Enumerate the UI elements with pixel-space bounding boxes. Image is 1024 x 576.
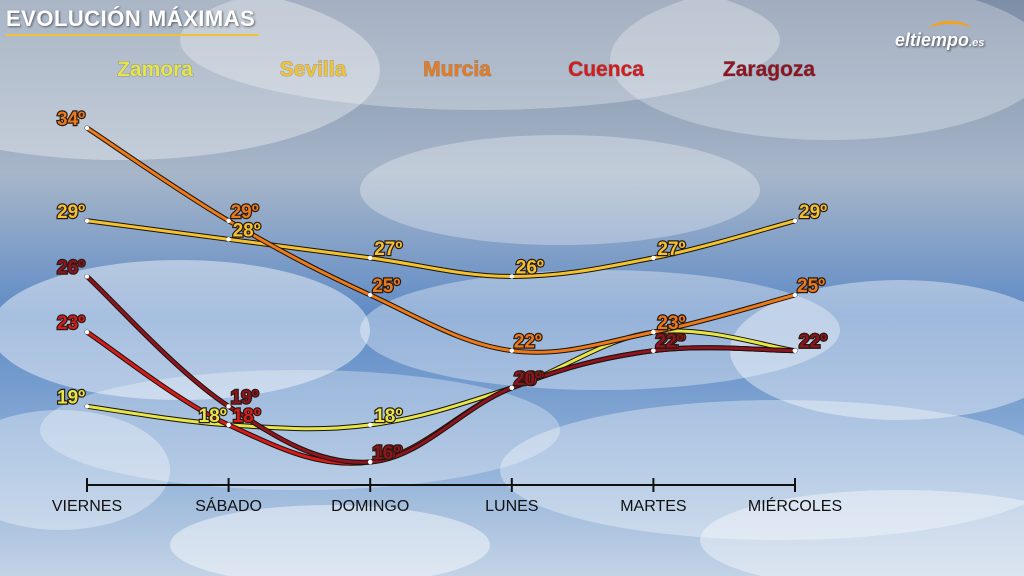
x-tick-label: VIERNES xyxy=(52,498,122,515)
data-label-zaragoza: 26º xyxy=(57,257,85,278)
logo-arc-icon xyxy=(929,21,971,38)
series-line-shadow xyxy=(84,329,798,466)
legend-item-murcia: Murcia xyxy=(423,58,491,81)
brand-logo: eltiempo.es xyxy=(895,21,985,51)
data-point xyxy=(226,404,231,409)
legend-item-zaragoza: Zaragoza xyxy=(723,58,816,81)
data-label-cuenca: 16º xyxy=(374,443,402,464)
data-label-sevilla: 29º xyxy=(57,202,85,223)
data-point xyxy=(226,422,231,428)
data-label-zamora: 20º xyxy=(516,369,544,390)
data-label-zaragoza: 19º xyxy=(231,387,259,408)
data-point xyxy=(226,237,231,242)
data-label-sevilla: 27º xyxy=(374,239,402,260)
legend-item-cuenca: Cuenca xyxy=(568,58,644,81)
series-line-sevilla xyxy=(85,219,797,278)
data-label-zamora: 19º xyxy=(57,387,85,408)
data-label-sevilla: 27º xyxy=(657,239,685,260)
data-label-murcia: 22º xyxy=(514,332,542,353)
series-line-shadow xyxy=(84,125,798,355)
data-label-cuenca: 22º xyxy=(657,332,685,353)
data-point xyxy=(368,459,373,465)
data-point xyxy=(84,218,90,223)
series-line-shadow xyxy=(84,273,798,465)
data-point xyxy=(368,292,373,298)
data-point xyxy=(368,255,373,261)
data-label-cuenca: 20º xyxy=(516,369,544,390)
data-label-sevilla: 26º xyxy=(516,257,544,278)
data-label-murcia: 25º xyxy=(797,276,825,297)
data-point xyxy=(792,218,798,223)
data-label-zaragoza: 16º xyxy=(372,443,400,464)
data-point xyxy=(509,348,514,353)
data-point xyxy=(84,125,90,131)
series-line-zamora xyxy=(85,329,797,431)
data-point xyxy=(509,274,514,279)
data-label-zamora: 22º xyxy=(799,332,827,353)
legend-item-zamora: Zamora xyxy=(117,58,193,81)
data-point xyxy=(792,292,798,298)
x-tick-label: LUNES xyxy=(485,498,538,515)
series-line-zaragoza xyxy=(85,274,797,464)
data-label-cuenca: 22º xyxy=(799,332,827,353)
x-tick-label: SÁBADO xyxy=(195,496,262,515)
data-point xyxy=(651,348,656,353)
series-line-murcia xyxy=(85,126,797,354)
data-label-sevilla: 29º xyxy=(799,202,827,223)
x-tick-label: MIÉRCOLES xyxy=(748,496,842,515)
legend-item-sevilla: Sevilla xyxy=(280,58,347,81)
data-label-cuenca: 18º xyxy=(233,406,261,427)
x-tick-label: MARTES xyxy=(620,498,686,515)
data-point xyxy=(84,274,90,279)
chart-title: EVOLUCIÓN MÁXIMAS xyxy=(6,6,260,36)
logo-suffix-text: .es xyxy=(969,37,985,49)
data-label-murcia: 34º xyxy=(57,109,85,130)
data-point xyxy=(84,329,90,335)
data-label-cuenca: 23º xyxy=(57,313,85,334)
data-label-zaragoza: 22º xyxy=(655,332,683,353)
data-label-sevilla: 28º xyxy=(233,220,261,241)
data-point xyxy=(651,255,656,261)
data-label-murcia: 23º xyxy=(657,313,685,334)
data-label-zaragoza: 22º xyxy=(799,332,827,353)
data-point xyxy=(226,218,231,223)
data-point xyxy=(368,422,373,428)
x-tick-label: DOMINGO xyxy=(331,498,409,515)
data-point xyxy=(651,329,656,335)
data-label-murcia: 29º xyxy=(231,202,259,223)
data-label-zamora: 23º xyxy=(657,313,685,334)
data-label-murcia: 25º xyxy=(372,276,400,297)
data-point xyxy=(509,385,514,390)
series-line-cuenca xyxy=(85,330,797,465)
data-label-zamora: 18º xyxy=(199,406,227,427)
data-label-zaragoza: 20º xyxy=(514,369,542,390)
data-point xyxy=(84,404,90,409)
data-label-zamora: 18º xyxy=(374,406,402,427)
data-point xyxy=(792,348,798,353)
